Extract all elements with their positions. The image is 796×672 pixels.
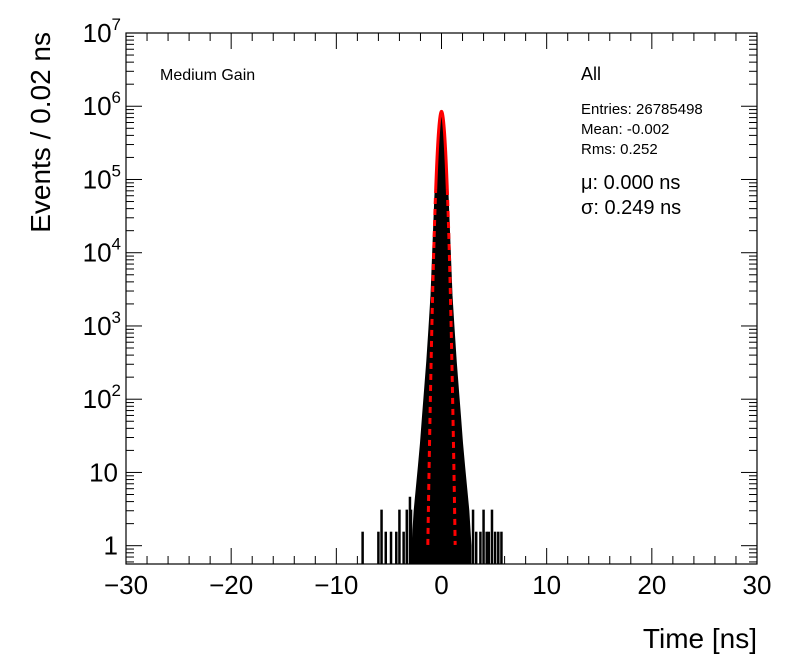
y-axis-label: Events / 0.02 ns bbox=[25, 32, 56, 233]
axis-layer: −30 −20 −10 0 10 20 30 1 10 102 103 104 105 106 107 bbox=[83, 15, 772, 600]
gaussian-fit-tail-right bbox=[445, 188, 457, 545]
gaussian-fit-tail-left bbox=[426, 188, 438, 545]
y-tick-label: 107 bbox=[83, 15, 121, 48]
selection-label: All bbox=[581, 64, 601, 84]
gaussian-fit-curve bbox=[434, 109, 449, 190]
y-tick-label: 104 bbox=[83, 235, 121, 268]
y-tick-label: 102 bbox=[83, 381, 121, 414]
y-tick-label: 103 bbox=[83, 308, 121, 341]
y-tick-label: 10 bbox=[89, 457, 118, 487]
y-tick-label: 1 bbox=[104, 531, 118, 561]
data-layer bbox=[361, 109, 503, 565]
gain-label: Medium Gain bbox=[160, 67, 255, 84]
x-tick-label: −10 bbox=[314, 570, 358, 600]
x-tick-label: −20 bbox=[209, 570, 253, 600]
stats-entries: Entries: 26785498 bbox=[581, 101, 703, 118]
stats-mean: Mean: -0.002 bbox=[581, 121, 669, 138]
stats-rms: Rms: 0.252 bbox=[581, 141, 658, 158]
y-tick-label: 105 bbox=[83, 161, 121, 194]
x-tick-label: 0 bbox=[434, 570, 448, 600]
y-tick-label: 106 bbox=[83, 88, 121, 121]
x-tick-label: 30 bbox=[743, 570, 772, 600]
fit-sigma-label: σ: 0.249 ns bbox=[581, 197, 681, 219]
x-axis-label: Time [ns] bbox=[643, 623, 757, 654]
fit-mu-label: μ: 0.000 ns bbox=[581, 172, 680, 194]
x-tick-label: −30 bbox=[104, 570, 148, 600]
x-tick-label: 10 bbox=[532, 570, 561, 600]
x-tick-label: 20 bbox=[637, 570, 666, 600]
